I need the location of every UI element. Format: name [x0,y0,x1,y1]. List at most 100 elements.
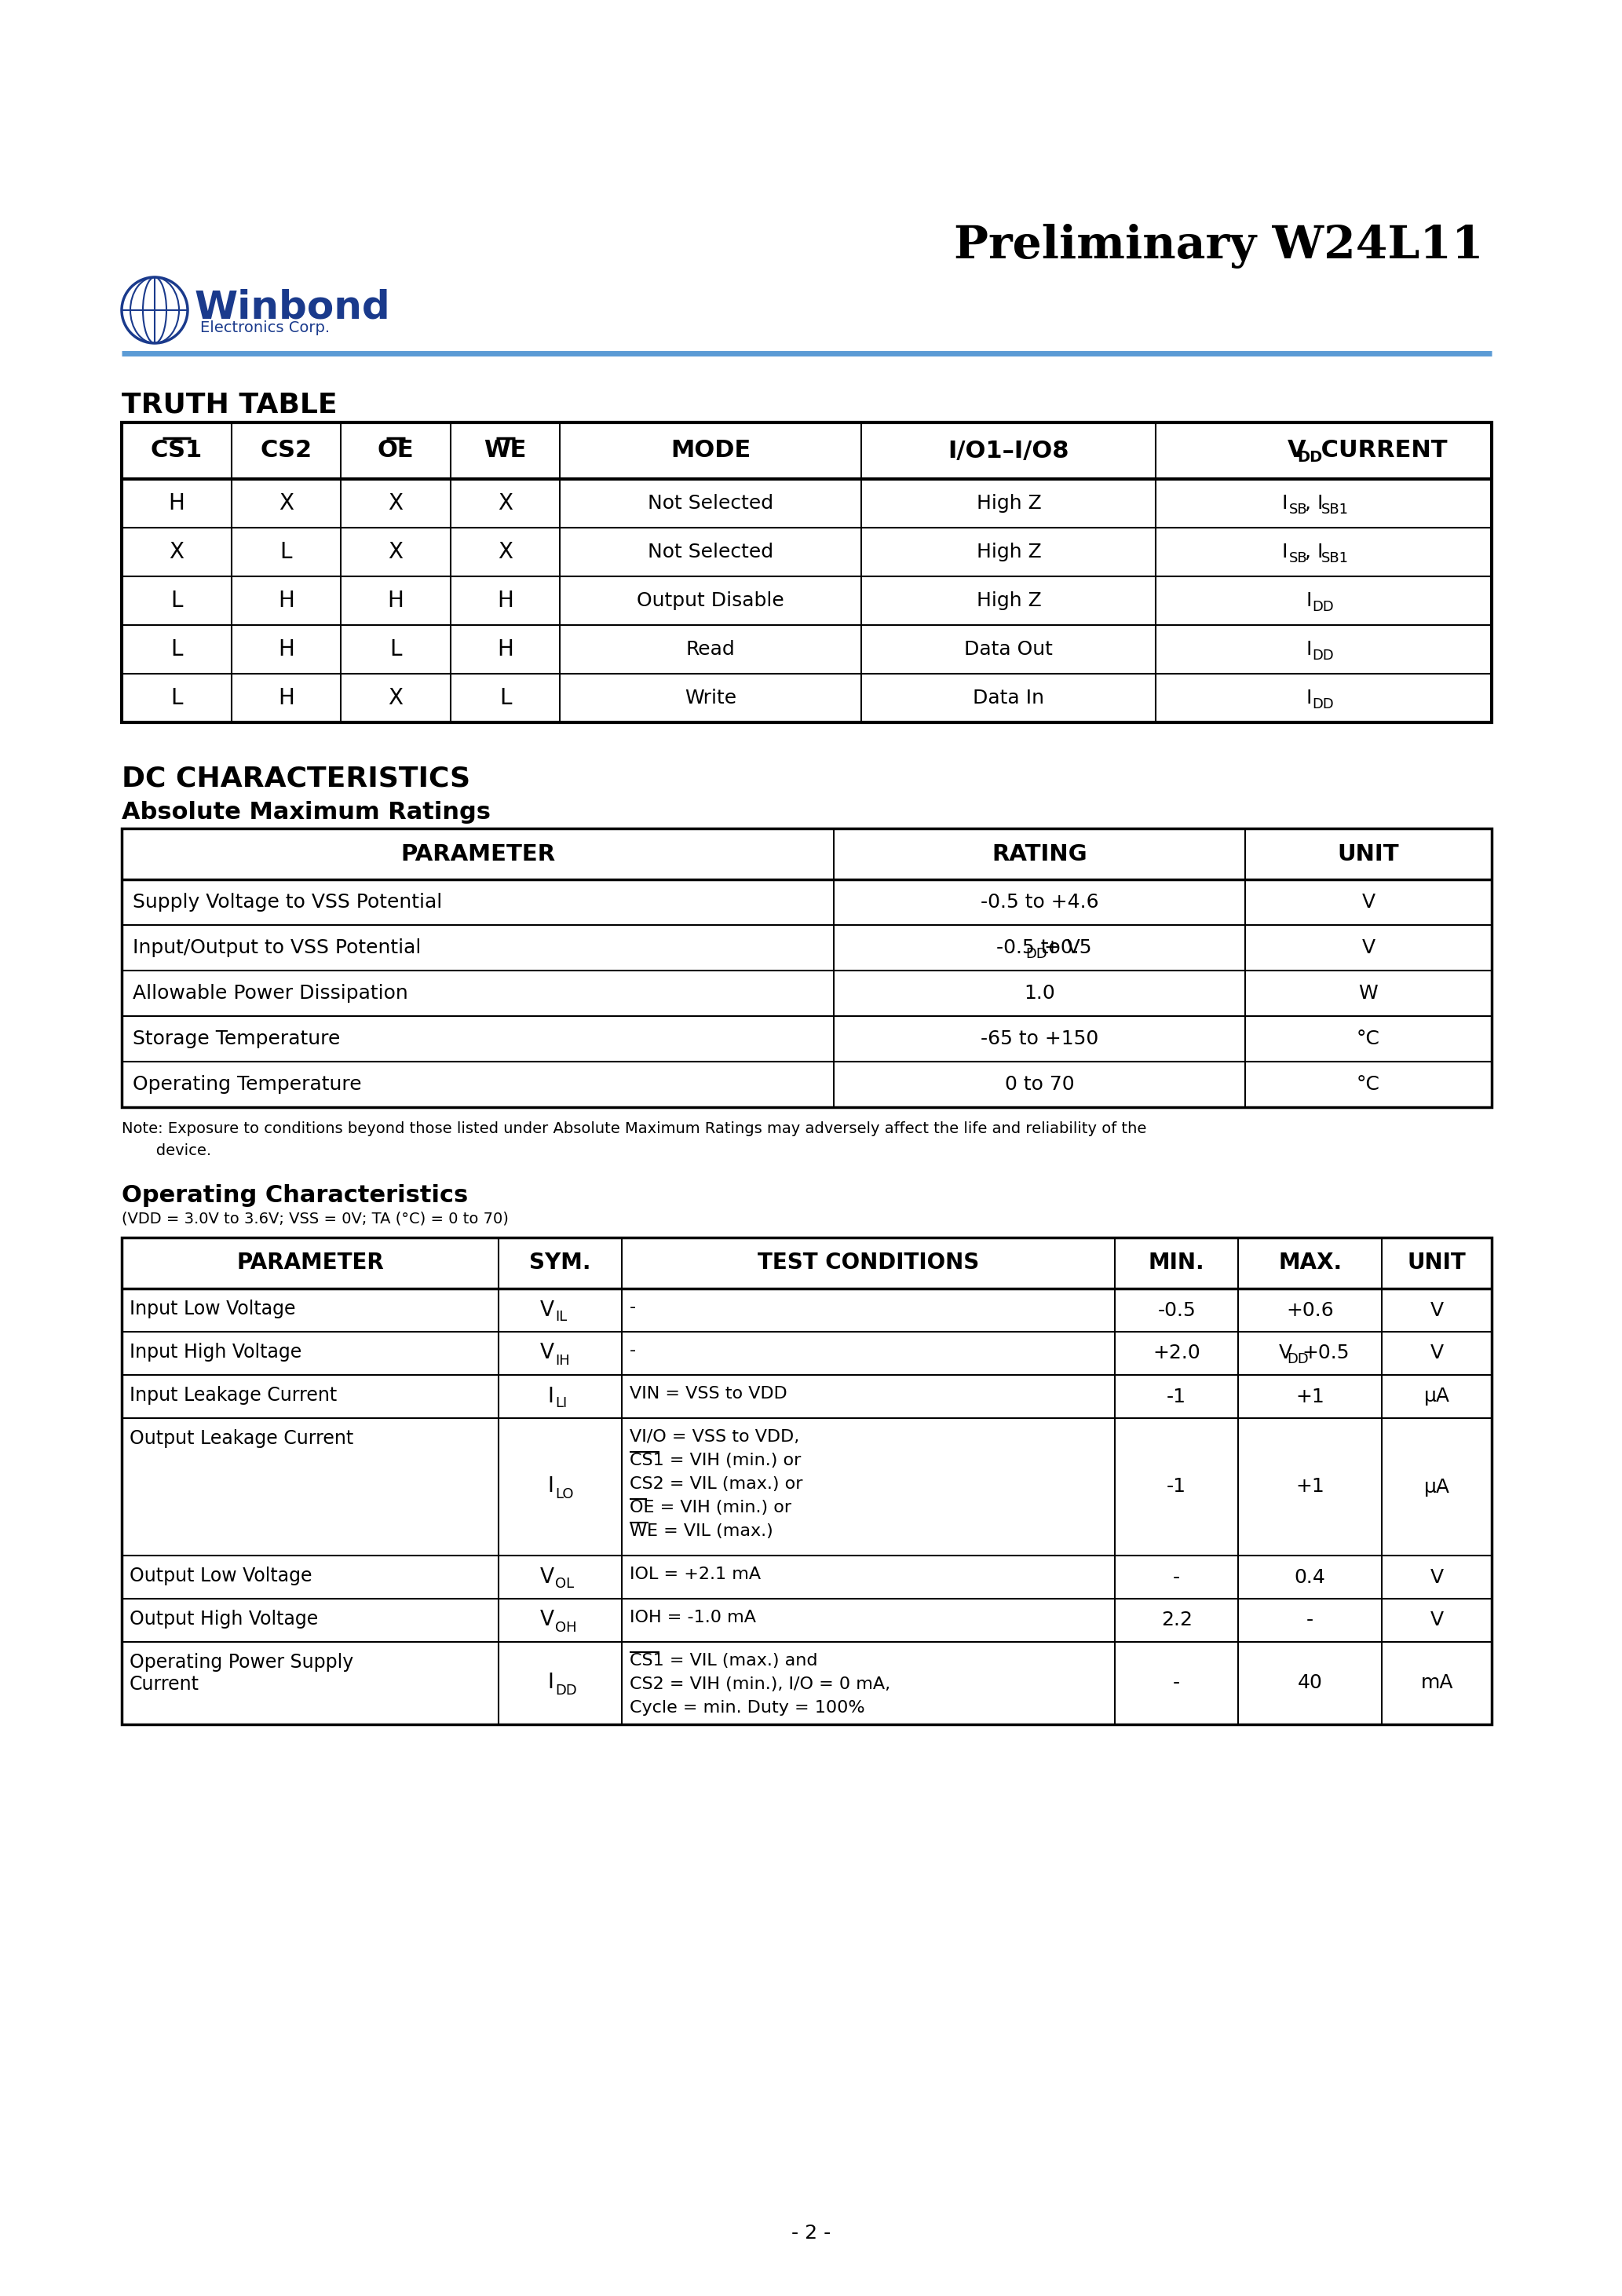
Text: X: X [169,542,183,563]
Text: mA: mA [1421,1674,1453,1692]
Text: °C: °C [1356,1075,1380,1093]
Text: SB1: SB1 [1320,503,1348,517]
Text: MODE: MODE [670,439,751,461]
Text: Operating Power Supply: Operating Power Supply [130,1653,354,1671]
Text: DD: DD [1025,946,1048,962]
Text: -1: -1 [1166,1476,1186,1497]
Text: -0.5 to +4.6: -0.5 to +4.6 [980,893,1098,912]
Text: RATING: RATING [991,843,1087,866]
Text: CS2: CS2 [260,439,311,461]
Text: V: V [1431,1343,1444,1364]
Text: UNIT: UNIT [1338,843,1400,866]
Text: DD: DD [1312,647,1333,664]
Text: H: H [169,491,185,514]
Text: MAX.: MAX. [1278,1251,1341,1274]
Text: Output Leakage Current: Output Leakage Current [130,1428,354,1449]
Text: CS1: CS1 [151,439,203,461]
Text: Current: Current [130,1674,200,1694]
Text: L: L [170,590,183,611]
Bar [122,829,1492,1107]
Text: IOH = -1.0 mA: IOH = -1.0 mA [629,1609,756,1626]
Text: V: V [1431,1568,1444,1587]
Text: Input Leakage Current: Input Leakage Current [130,1387,337,1405]
Text: LO: LO [555,1488,574,1502]
Text: IOL = +2.1 mA: IOL = +2.1 mA [629,1566,761,1582]
Text: 0.4: 0.4 [1294,1568,1325,1587]
Bar [122,422,1492,723]
Text: +1: +1 [1296,1476,1325,1497]
Text: CURRENT: CURRENT [1312,439,1447,461]
Text: X: X [498,491,513,514]
Text: CS2 = VIH (min.), I/O = 0 mA,: CS2 = VIH (min.), I/O = 0 mA, [629,1676,890,1692]
Text: DD: DD [1312,599,1333,613]
Text: -0.5 to V: -0.5 to V [996,939,1080,957]
Text: X: X [388,542,404,563]
Text: °C: °C [1356,1029,1380,1049]
Text: V: V [1431,1612,1444,1630]
Text: Not Selected: Not Selected [647,494,774,512]
Text: Operating Characteristics: Operating Characteristics [122,1185,469,1208]
Text: High Z: High Z [976,542,1041,563]
Text: CS1 = VIL (max.) and: CS1 = VIL (max.) and [629,1653,817,1669]
Text: CS2 = VIL (max.) or: CS2 = VIL (max.) or [629,1476,803,1492]
Text: MIN.: MIN. [1148,1251,1205,1274]
Text: CS1 = VIH (min.) or: CS1 = VIH (min.) or [629,1453,801,1469]
Text: LI: LI [555,1396,568,1410]
Text: SB1: SB1 [1320,551,1348,565]
Text: H: H [277,687,294,709]
Text: VI/O = VSS to VDD,: VI/O = VSS to VDD, [629,1428,800,1444]
Text: Operating Temperature: Operating Temperature [133,1075,362,1093]
Text: Input High Voltage: Input High Voltage [130,1343,302,1362]
Text: IH: IH [555,1352,569,1368]
Text: -: - [1173,1674,1181,1692]
Text: H: H [388,590,404,611]
Text: H: H [277,590,294,611]
Text: +0.5: +0.5 [1302,1343,1350,1364]
Text: I: I [1306,689,1312,707]
Text: Input Low Voltage: Input Low Voltage [130,1300,295,1318]
Text: W: W [1359,985,1379,1003]
Text: Absolute Maximum Ratings: Absolute Maximum Ratings [122,801,491,824]
Text: L: L [170,687,183,709]
Text: I: I [548,1674,553,1694]
Text: -: - [1173,1568,1181,1587]
Text: TRUTH TABLE: TRUTH TABLE [122,390,337,418]
Text: -: - [629,1343,636,1359]
Text: OE = VIH (min.) or: OE = VIH (min.) or [629,1499,792,1515]
Text: UNIT: UNIT [1408,1251,1466,1274]
Text: X: X [388,491,404,514]
Text: L: L [170,638,183,661]
Text: -1: -1 [1166,1387,1186,1405]
Text: +2.0: +2.0 [1153,1343,1200,1364]
Text: 40: 40 [1298,1674,1322,1692]
Text: Write: Write [684,689,736,707]
Text: device.: device. [122,1143,211,1157]
Text: -: - [1307,1612,1314,1630]
Text: -: - [629,1300,636,1316]
Text: OH: OH [555,1621,577,1635]
Text: L: L [500,687,511,709]
Text: I: I [1281,542,1288,563]
Text: L: L [281,542,292,563]
Text: IL: IL [555,1311,568,1325]
Text: H: H [496,638,514,661]
Text: +0.6: +0.6 [1286,1302,1333,1320]
Text: Note: Exposure to conditions beyond those listed under Absolute Maximum Ratings : Note: Exposure to conditions beyond thos… [122,1120,1147,1137]
Text: Preliminary W24L11: Preliminary W24L11 [954,223,1484,269]
Text: I: I [1306,641,1312,659]
Text: X: X [279,491,294,514]
Text: μA: μA [1424,1387,1450,1405]
Text: Not Selected: Not Selected [647,542,774,563]
Text: OE: OE [378,439,414,461]
Text: V: V [1431,1302,1444,1320]
Text: H: H [277,638,294,661]
Text: I: I [548,1387,553,1407]
Text: I/O1–I/O8: I/O1–I/O8 [949,439,1069,461]
Text: Electronics Corp.: Electronics Corp. [200,321,329,335]
Text: Read: Read [686,641,735,659]
Text: WE = VIL (max.): WE = VIL (max.) [629,1522,774,1538]
Text: DD: DD [555,1683,577,1697]
Text: DD: DD [1286,1352,1309,1366]
Text: Output Low Voltage: Output Low Voltage [130,1566,311,1584]
Text: DC CHARACTERISTICS: DC CHARACTERISTICS [122,765,470,792]
